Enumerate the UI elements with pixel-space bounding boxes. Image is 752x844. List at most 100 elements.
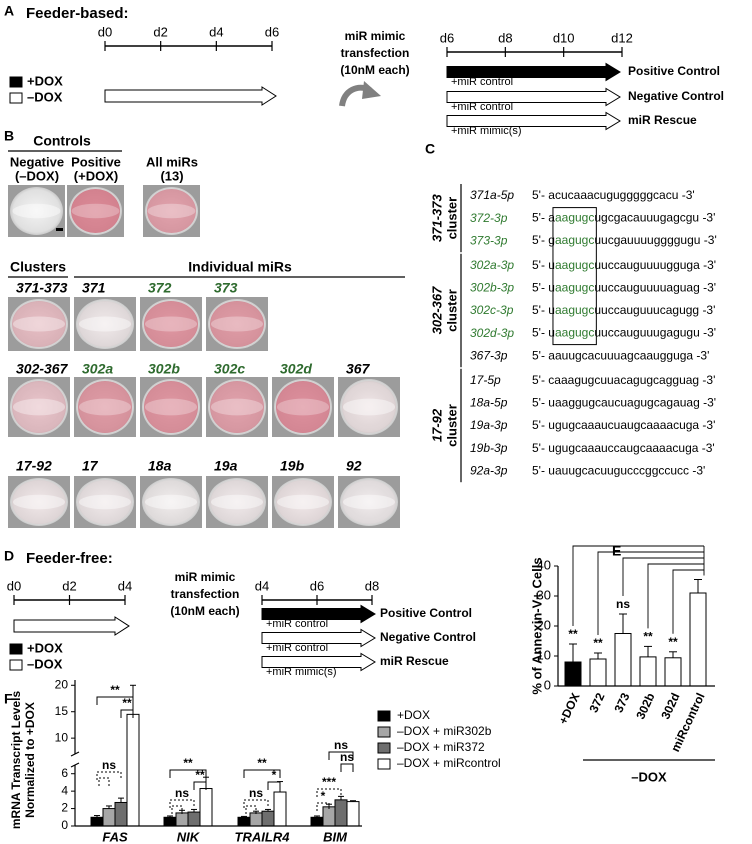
significance-label: ** xyxy=(568,627,578,641)
well-band xyxy=(210,316,264,332)
bar xyxy=(322,806,336,827)
well-stain xyxy=(78,480,132,524)
arm-treatment: +miR control xyxy=(451,76,513,88)
scale-bar xyxy=(56,228,63,231)
scheme-title: Feeder-based: xyxy=(26,5,129,22)
mir-label: 18a xyxy=(148,458,172,474)
arrow xyxy=(13,616,130,636)
mir-label: 302b xyxy=(148,361,180,377)
x-tick-label: TRAILR4 xyxy=(235,829,291,844)
sequence: 5'- uaagugcuuccauguuucagugg -3' xyxy=(532,303,715,317)
legend-label: +DOX xyxy=(27,73,63,88)
well xyxy=(76,478,134,526)
sequence: 5'- aaagugcugcgacauuugagcgu -3' xyxy=(532,211,715,225)
legend-swatch xyxy=(9,76,23,88)
well xyxy=(76,379,134,435)
well xyxy=(142,299,200,349)
well-band xyxy=(276,494,330,510)
y-tick-label: 30 xyxy=(537,587,551,602)
mir-label: 302c xyxy=(214,361,245,377)
significance-label: ns xyxy=(340,750,354,764)
mir-name: 17-5p xyxy=(470,373,501,387)
legend-swatch xyxy=(9,92,23,104)
y-tick-label: 4 xyxy=(61,783,68,797)
sequence-part: aagugc xyxy=(555,326,594,340)
well-band xyxy=(78,494,132,510)
arm-treatment: +miR control xyxy=(451,101,513,113)
bar xyxy=(90,816,104,827)
significance-bracket xyxy=(243,799,269,808)
sequence-part: 5'- a xyxy=(532,211,555,225)
well-stain xyxy=(78,301,132,347)
x-tick-label: NIK xyxy=(177,829,201,844)
well xyxy=(10,478,68,526)
well xyxy=(145,187,198,235)
sequence: 5'- caaagugcuuacagugcagguag -3' xyxy=(532,373,715,387)
bar xyxy=(163,816,177,827)
sequence-part: 5'- u xyxy=(532,258,555,272)
bar xyxy=(589,658,607,687)
day-label: d8 xyxy=(498,30,512,45)
well-stain xyxy=(71,189,120,233)
well-stain xyxy=(210,381,264,433)
mir-label: 19b xyxy=(280,458,305,474)
significance-bracket xyxy=(647,563,704,629)
sequence-part: uuccauguuuuaguag -3' xyxy=(594,281,716,295)
sequence: 5'- uaagugcuuccauguuuugguga -3' xyxy=(532,258,716,272)
cluster-name: cluster xyxy=(444,197,459,240)
significance-label: ** xyxy=(183,756,193,770)
significance-bracket xyxy=(98,777,110,786)
well-stain xyxy=(276,381,330,433)
y-axis-label: % of Annexin-V+ Cells xyxy=(529,557,544,694)
arm-treatment: +miR control xyxy=(266,642,328,654)
bar xyxy=(126,713,140,827)
mir-label: 373 xyxy=(214,280,238,296)
sequence-part: 5'- u xyxy=(532,326,555,340)
well-stain xyxy=(78,381,132,433)
well-band xyxy=(276,398,330,416)
mir-name: 372-3p xyxy=(470,211,508,225)
bar xyxy=(237,816,251,827)
significance-bracket xyxy=(672,569,704,634)
well-stain xyxy=(147,189,196,233)
bar xyxy=(261,810,275,827)
significance-label: ** xyxy=(110,683,120,697)
significance-bracket xyxy=(169,769,207,778)
mir-name: 18a-5p xyxy=(470,396,508,410)
mir-name: 371a-5p xyxy=(470,188,514,202)
well-band xyxy=(342,398,396,416)
sequence: 5'- acucaaacugugggggcacu -3' xyxy=(532,188,695,202)
well xyxy=(10,299,68,349)
well xyxy=(340,478,398,526)
day-label: d4 xyxy=(209,24,223,39)
bar xyxy=(564,661,582,687)
significance-bracket xyxy=(169,799,195,808)
mir-name: 367-3p xyxy=(470,348,508,362)
mir-label: 17 xyxy=(82,458,99,474)
mir-name: 302a-3p xyxy=(470,258,514,272)
day-label: d10 xyxy=(553,30,575,45)
control-label: (+DOX) xyxy=(74,168,118,183)
mir-name: 92a-3p xyxy=(470,463,508,477)
well-stain xyxy=(12,480,66,524)
well-stain xyxy=(210,480,264,524)
mir-name: 19b-3p xyxy=(470,441,508,455)
significance-bracket xyxy=(120,709,134,718)
significance-bracket xyxy=(245,805,257,814)
x-tick-label: 302d xyxy=(658,691,682,722)
well-band xyxy=(144,494,198,510)
arrow xyxy=(446,87,621,107)
panel-label: F xyxy=(4,691,13,707)
day-label: d0 xyxy=(98,24,112,39)
well xyxy=(208,379,266,435)
mir-name: 302c-3p xyxy=(470,303,514,317)
well-stain xyxy=(144,381,198,433)
cluster-name: cluster xyxy=(444,404,459,447)
significance-bracket xyxy=(316,788,342,797)
sequence: 5'- ugugcaaaucuaugcaaaacuga -3' xyxy=(532,418,715,432)
significance-label: ** xyxy=(257,756,267,770)
mir-label: 371 xyxy=(82,280,106,296)
significance-label: ** xyxy=(643,630,653,644)
transfection-label: transfection xyxy=(341,46,410,60)
